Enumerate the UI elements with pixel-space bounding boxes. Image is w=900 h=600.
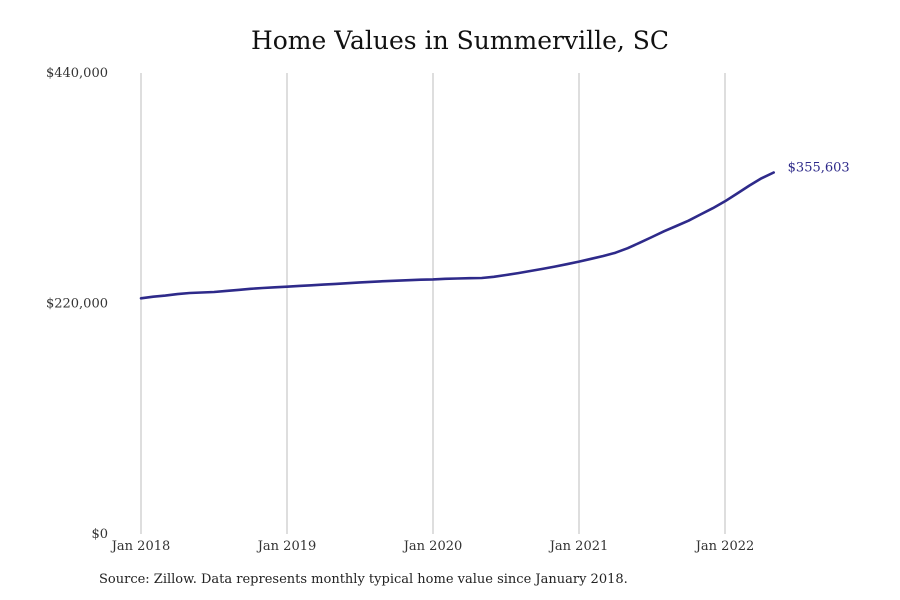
y-tick-label-1: $220,000 (46, 297, 108, 312)
x-tick-label-4: Jan 2022 (694, 539, 755, 554)
x-axis: Jan 2018 Jan 2019 Jan 2020 Jan 2021 Jan 2022 (110, 539, 755, 554)
vertical-grid (140, 73, 726, 534)
chart-title: Home Values in Summerville, SC (250, 26, 670, 55)
x-tick-label-1: Jan 2019 (256, 539, 317, 554)
source-note: Source: Zillow. Data represents monthly … (99, 572, 628, 587)
y-tick-label-0: $0 (91, 527, 108, 542)
series-layer: $355,603 (139, 161, 850, 300)
y-axis: $0 $220,000 $440,000 (46, 66, 108, 542)
y-tick-label-2: $440,000 (46, 66, 108, 81)
x-tick-label-0: Jan 2018 (110, 539, 171, 554)
x-tick-label-2: Jan 2020 (402, 539, 463, 554)
series-line-0 (139, 171, 775, 300)
series-end-label-0: $355,603 (788, 161, 850, 176)
x-tick-label-3: Jan 2021 (548, 539, 609, 554)
